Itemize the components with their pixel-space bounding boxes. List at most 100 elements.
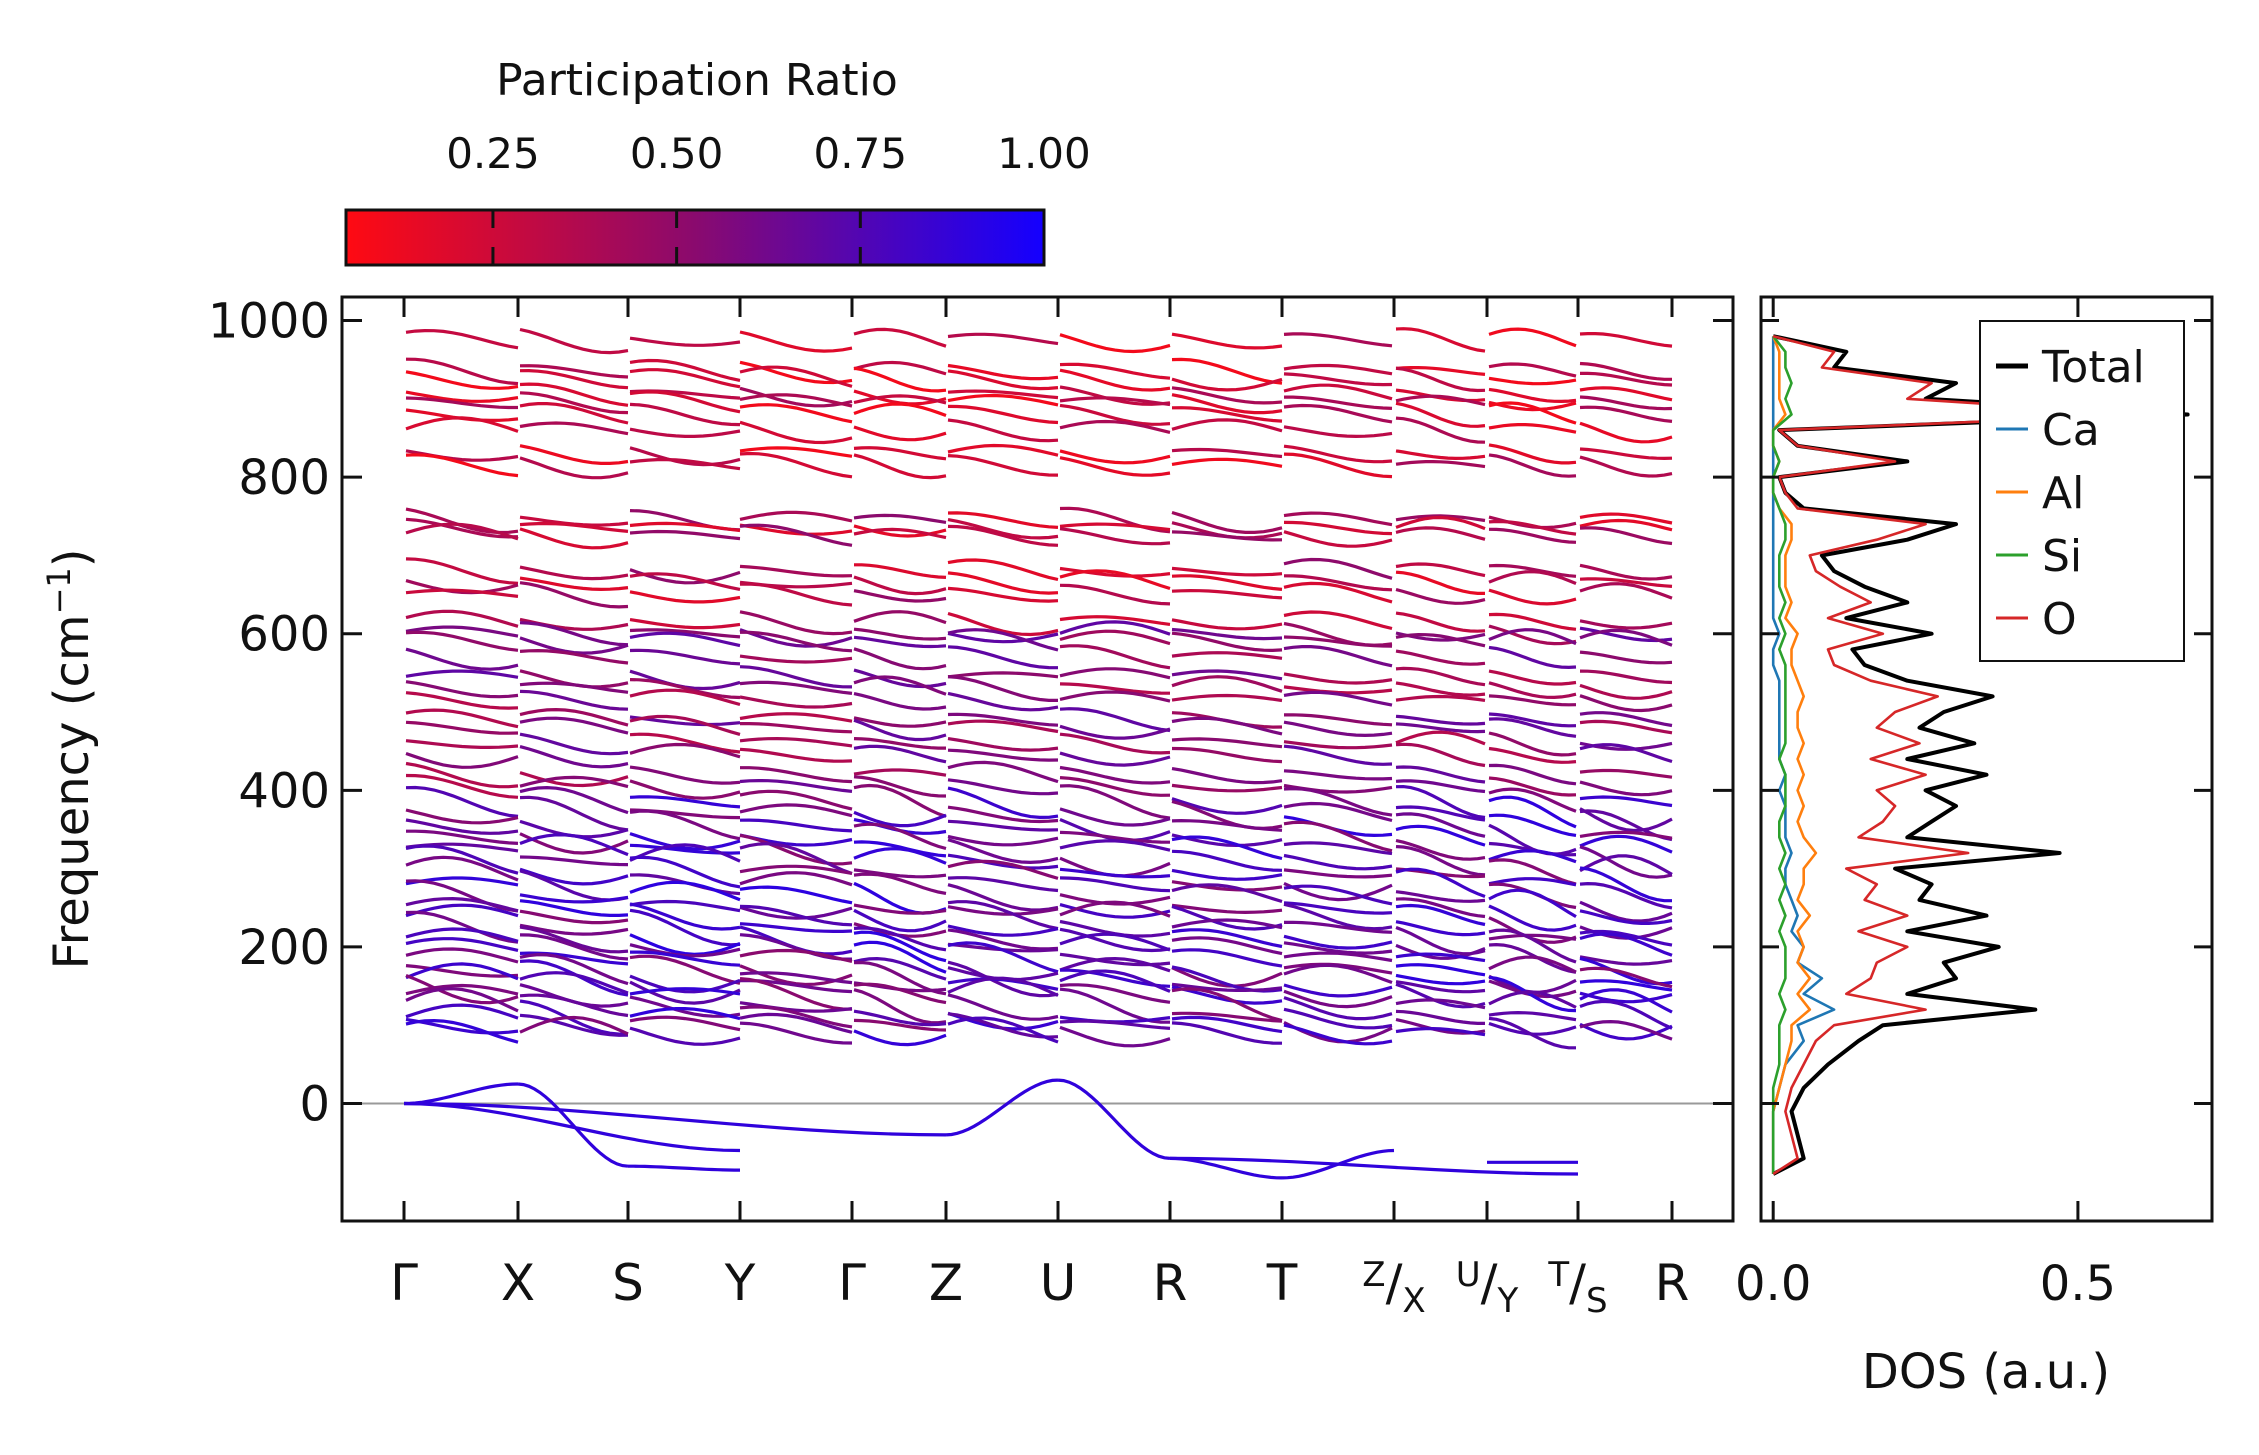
band-line — [405, 903, 519, 918]
dos-x-tick-label: 0.0 — [1735, 1256, 1811, 1312]
band-line — [1579, 447, 1673, 461]
band-line — [1395, 1009, 1485, 1026]
band-line — [1488, 787, 1577, 813]
band-line — [629, 628, 741, 639]
band-line — [1579, 854, 1673, 876]
band-x-tick-label-split: T/S — [1547, 1254, 1607, 1321]
band-line — [1579, 932, 1673, 957]
band-line — [405, 647, 519, 671]
band-line — [1171, 904, 1283, 931]
band-line — [947, 805, 1059, 824]
band-line — [1059, 368, 1171, 392]
band-line — [519, 327, 629, 355]
band-line — [739, 330, 853, 353]
band-line — [405, 751, 519, 769]
band-line — [405, 1018, 519, 1044]
band-line — [1488, 443, 1577, 465]
band-line — [1059, 385, 1171, 406]
colorbar-gradient — [344, 208, 1046, 267]
band-line — [1171, 936, 1283, 956]
band-line — [1171, 447, 1283, 459]
band-line — [519, 923, 629, 936]
band-line — [1283, 881, 1393, 902]
band-line — [629, 765, 741, 785]
band-line — [405, 910, 519, 944]
band-line — [1579, 955, 1673, 966]
band-line — [1171, 332, 1283, 350]
dos-x-tick-label: 0.5 — [2040, 1256, 2116, 1312]
band-line — [853, 675, 947, 696]
acoustic-band-line — [403, 1082, 519, 1106]
band-line — [1395, 366, 1486, 393]
band-line — [629, 458, 741, 471]
band-line — [853, 668, 947, 689]
band-line — [1395, 730, 1486, 746]
band-line — [629, 336, 741, 347]
band-line — [853, 575, 947, 596]
band-line — [519, 855, 629, 867]
band-line — [853, 635, 947, 649]
band-line — [1579, 650, 1673, 665]
band-line — [629, 402, 741, 427]
band-line — [1579, 845, 1673, 879]
dos-line-ca — [1771, 336, 1836, 1174]
band-line — [739, 977, 853, 1011]
band-line — [1059, 1019, 1171, 1030]
band-line — [947, 389, 1059, 400]
band-line — [1283, 983, 1393, 998]
band-line — [1488, 327, 1577, 348]
band-line — [1059, 419, 1171, 434]
band-line — [1171, 566, 1283, 577]
band-line — [853, 366, 947, 393]
band-line — [1488, 849, 1577, 864]
band-line — [1059, 856, 1171, 878]
band-line — [629, 358, 741, 382]
band-line — [1395, 838, 1486, 861]
band-line — [739, 948, 853, 963]
band-line — [629, 521, 741, 533]
band-line — [947, 876, 1059, 893]
band-line — [1059, 456, 1171, 477]
band-y-tick-label: 0 — [299, 1077, 330, 1133]
band-x-tick-label: Y — [724, 1254, 756, 1312]
band-line — [519, 732, 629, 756]
band-line — [1171, 631, 1283, 653]
band-line — [1395, 632, 1486, 648]
band-line — [1488, 712, 1577, 728]
band-line — [1059, 629, 1171, 646]
legend-label: Ca — [2042, 405, 2100, 456]
band-line — [1059, 893, 1171, 906]
band-line — [739, 654, 853, 664]
band-line — [1488, 527, 1577, 544]
band-line — [1171, 716, 1283, 736]
band-line — [1488, 624, 1577, 646]
band-line — [947, 1016, 1059, 1044]
band-line — [739, 971, 853, 985]
band-line — [1395, 867, 1486, 898]
band-line — [853, 716, 947, 728]
band-line — [1059, 927, 1171, 953]
band-line — [739, 842, 853, 876]
band-line — [629, 880, 741, 902]
band-line — [739, 523, 853, 536]
band-line — [947, 786, 1059, 820]
band-line — [1395, 681, 1486, 697]
band-line — [519, 952, 629, 986]
band-line — [405, 785, 519, 818]
band-line — [1059, 615, 1171, 626]
band-x-tick-label: Z — [929, 1254, 963, 1312]
band-line — [405, 416, 519, 433]
acoustic-band-line — [517, 1082, 629, 1168]
band-line — [1283, 801, 1393, 823]
band-line — [1579, 988, 1673, 1014]
band-line — [739, 864, 853, 875]
band-line — [1395, 963, 1486, 977]
band-line — [1059, 784, 1171, 820]
band-line — [405, 669, 519, 679]
band-x-tick-label-split: U/Y — [1456, 1254, 1519, 1321]
band-line — [519, 368, 629, 390]
band-line — [1283, 740, 1393, 750]
band-line — [1579, 694, 1673, 713]
band-line — [853, 589, 947, 603]
band-line — [1283, 557, 1393, 580]
